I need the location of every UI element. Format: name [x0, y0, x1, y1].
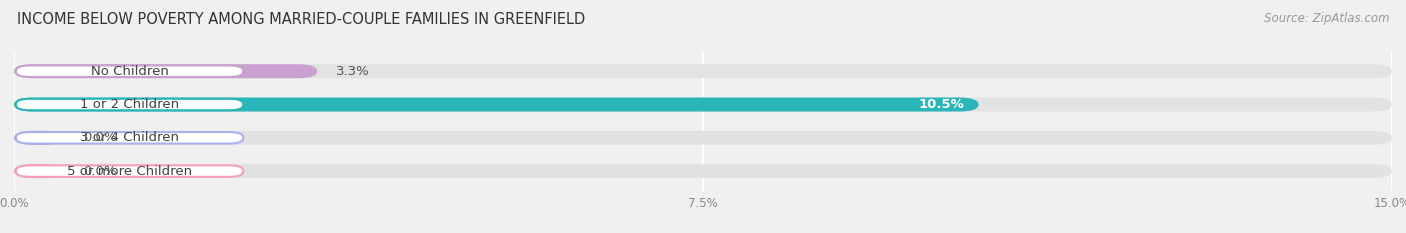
- FancyBboxPatch shape: [14, 98, 979, 112]
- Text: 0.0%: 0.0%: [83, 131, 117, 144]
- FancyBboxPatch shape: [15, 99, 243, 110]
- Text: 1 or 2 Children: 1 or 2 Children: [80, 98, 179, 111]
- Text: 0.0%: 0.0%: [83, 164, 117, 178]
- FancyBboxPatch shape: [14, 64, 1392, 78]
- Text: INCOME BELOW POVERTY AMONG MARRIED-COUPLE FAMILIES IN GREENFIELD: INCOME BELOW POVERTY AMONG MARRIED-COUPL…: [17, 12, 585, 27]
- FancyBboxPatch shape: [14, 131, 1392, 145]
- FancyBboxPatch shape: [14, 164, 1392, 178]
- FancyBboxPatch shape: [14, 164, 65, 178]
- Text: 3 or 4 Children: 3 or 4 Children: [80, 131, 179, 144]
- Text: Source: ZipAtlas.com: Source: ZipAtlas.com: [1264, 12, 1389, 25]
- Text: 10.5%: 10.5%: [920, 98, 965, 111]
- FancyBboxPatch shape: [15, 165, 243, 177]
- FancyBboxPatch shape: [14, 98, 1392, 112]
- Text: 3.3%: 3.3%: [336, 65, 370, 78]
- FancyBboxPatch shape: [14, 131, 65, 145]
- Text: 5 or more Children: 5 or more Children: [67, 164, 193, 178]
- Text: No Children: No Children: [90, 65, 169, 78]
- FancyBboxPatch shape: [14, 64, 318, 78]
- FancyBboxPatch shape: [15, 132, 243, 144]
- FancyBboxPatch shape: [15, 65, 243, 77]
